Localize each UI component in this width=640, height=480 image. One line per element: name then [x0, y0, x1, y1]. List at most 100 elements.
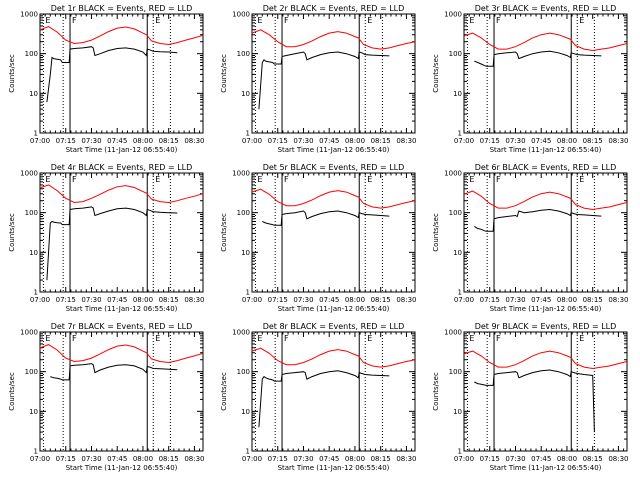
y-tick-label: 1 [34, 289, 38, 297]
plot-frame [39, 331, 204, 452]
panel-title: Det 1r BLACK = Events, RED = LLD [51, 4, 193, 13]
x-axis-title: Start Time (11-Jan-12 06:55:40) [490, 464, 602, 472]
y-tick-label: 1 [246, 289, 250, 297]
series-lld-line [251, 188, 416, 209]
series-events-line [474, 369, 595, 433]
y-axis-title: Counts/sec [220, 54, 228, 93]
marker-label: F [284, 16, 289, 25]
y-tick-label: 10 [453, 90, 462, 98]
series-lld-line [463, 190, 628, 211]
x-tick-label: 08:00 [133, 296, 153, 304]
x-axis-title: Start Time (11-Jan-12 06:55:40) [278, 305, 390, 313]
plot-frame [251, 172, 416, 293]
marker-label: F [284, 334, 289, 343]
x-tick-label: 08:15 [159, 455, 179, 463]
x-tick-label: 07:45 [531, 455, 551, 463]
y-tick-label: 1 [246, 448, 250, 456]
x-tick-label: 07:30 [81, 296, 101, 304]
x-tick-label: 07:00 [454, 296, 474, 304]
x-axis-title: Start Time (11-Jan-12 06:55:40) [490, 305, 602, 313]
y-axis-title: Counts/sec [8, 372, 16, 411]
x-tick-label: 07:45 [107, 455, 127, 463]
x-tick-label: 08:30 [608, 296, 628, 304]
y-tick-label: 1000 [444, 170, 462, 178]
plot-frame [251, 331, 416, 452]
y-tick-label: 10 [241, 408, 250, 416]
x-tick-label: 07:00 [30, 455, 50, 463]
y-tick-label: 1 [458, 289, 462, 297]
panel-title: Det 3r BLACK = Events, RED = LLD [475, 4, 617, 13]
marker-label: E [155, 334, 160, 343]
x-tick-label: 08:30 [396, 137, 416, 145]
marker-label: E [367, 16, 372, 25]
marker-label: F [496, 16, 501, 25]
x-tick-label: 08:15 [583, 296, 603, 304]
y-tick-label: 100 [449, 368, 462, 376]
marker-label: E [257, 334, 262, 343]
detector-panel-5: Det 5r BLACK = Events, RED = LLD 1 10 100 10… [220, 163, 417, 313]
marker-label: E [469, 334, 474, 343]
panel-title: Det 8r BLACK = Events, RED = LLD [263, 322, 405, 331]
series-events-line [262, 210, 390, 226]
marker-label: E [579, 334, 584, 343]
series-events-line [50, 363, 178, 381]
x-tick-label: 07:30 [505, 296, 525, 304]
x-tick-label: 08:00 [345, 455, 365, 463]
y-tick-label: 10 [453, 249, 462, 257]
x-tick-label: 07:45 [531, 296, 551, 304]
marker-label: F [496, 175, 501, 184]
x-tick-label: 07:30 [505, 455, 525, 463]
x-axis-title: Start Time (11-Jan-12 06:55:40) [278, 464, 390, 472]
plot-frame [463, 13, 628, 134]
x-tick-label: 07:15 [56, 455, 76, 463]
marker-label: E [45, 16, 50, 25]
x-tick-label: 07:15 [56, 296, 76, 304]
x-tick-label: 07:15 [268, 455, 288, 463]
x-tick-label: 08:00 [345, 296, 365, 304]
x-tick-label: 07:00 [242, 296, 262, 304]
x-tick-label: 07:15 [480, 296, 500, 304]
y-tick-label: 1000 [20, 170, 38, 178]
marker-label: E [367, 175, 372, 184]
y-axis-title: Counts/sec [220, 372, 228, 411]
x-tick-label: 07:30 [505, 137, 525, 145]
series-events-line [474, 50, 602, 67]
x-tick-label: 08:00 [557, 137, 577, 145]
x-axis-title: Start Time (11-Jan-12 06:55:40) [278, 146, 390, 154]
y-tick-label: 1 [34, 130, 38, 138]
x-tick-label: 07:15 [268, 137, 288, 145]
detector-panel-4: Det 4r BLACK = Events, RED = LLD 1 10 100 10… [8, 163, 205, 313]
series-events-line [46, 206, 178, 281]
marker-label: F [72, 16, 77, 25]
x-tick-label: 08:15 [159, 137, 179, 145]
x-axis-title: Start Time (11-Jan-12 06:55:40) [490, 146, 602, 154]
y-tick-label: 1000 [232, 170, 250, 178]
y-tick-label: 10 [29, 408, 38, 416]
x-tick-label: 07:45 [531, 137, 551, 145]
series-events-line [258, 51, 390, 110]
y-tick-label: 100 [237, 209, 250, 217]
marker-label: E [45, 334, 50, 343]
plot-frame [463, 172, 628, 293]
y-axis-title: Counts/sec [8, 213, 16, 252]
plot-frame [251, 13, 416, 134]
x-tick-label: 07:15 [56, 137, 76, 145]
x-tick-label: 07:30 [293, 455, 313, 463]
marker-label: E [155, 175, 160, 184]
series-events-line [474, 208, 602, 232]
marker-label: E [45, 175, 50, 184]
x-tick-label: 08:15 [583, 455, 603, 463]
x-tick-label: 08:15 [371, 455, 391, 463]
x-tick-label: 08:30 [184, 296, 204, 304]
y-tick-label: 100 [449, 209, 462, 217]
x-tick-label: 07:45 [107, 296, 127, 304]
y-tick-label: 100 [25, 209, 38, 217]
series-lld-line [251, 347, 416, 368]
x-tick-label: 07:30 [81, 455, 101, 463]
x-tick-label: 08:30 [184, 455, 204, 463]
series-lld-line [463, 350, 628, 370]
marker-label: F [72, 175, 77, 184]
marker-label: F [496, 334, 501, 343]
x-tick-label: 07:15 [480, 455, 500, 463]
y-tick-label: 100 [25, 50, 38, 58]
